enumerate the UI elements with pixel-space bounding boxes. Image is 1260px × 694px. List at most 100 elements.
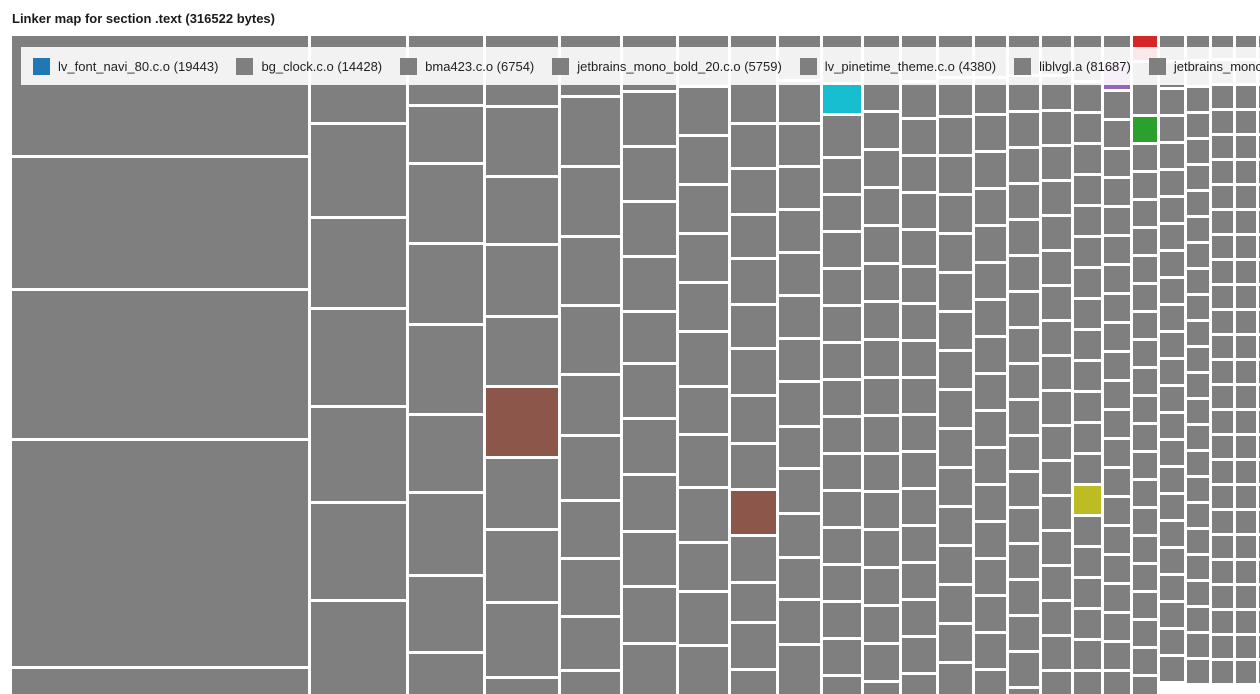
treemap-cell[interactable] [623, 588, 676, 642]
treemap-cell[interactable] [864, 151, 899, 186]
treemap-cell[interactable] [902, 416, 936, 450]
treemap-cell[interactable] [975, 227, 1006, 261]
treemap-cell[interactable] [939, 157, 972, 193]
treemap-cell[interactable] [486, 604, 558, 676]
treemap-cell[interactable] [1042, 462, 1071, 494]
treemap-cell[interactable] [902, 305, 936, 339]
treemap-cell[interactable] [1236, 386, 1256, 408]
treemap-cell[interactable] [975, 153, 1006, 187]
treemap-cell[interactable] [1187, 556, 1209, 579]
treemap-cell[interactable] [1042, 357, 1071, 389]
treemap-cell[interactable] [1236, 536, 1256, 558]
treemap-cell[interactable] [731, 624, 776, 668]
treemap-cell[interactable] [975, 375, 1006, 409]
treemap-cell[interactable] [1009, 581, 1039, 614]
treemap-cell[interactable] [1042, 567, 1071, 599]
treemap-cell[interactable] [1212, 586, 1233, 608]
treemap-cell[interactable] [939, 352, 972, 388]
treemap-cell[interactable] [779, 125, 820, 165]
treemap-cell[interactable] [1187, 348, 1209, 371]
treemap-cell[interactable] [561, 98, 620, 165]
treemap-cell[interactable] [731, 397, 776, 442]
treemap-cell[interactable] [1042, 532, 1071, 564]
treemap-cell[interactable] [623, 533, 676, 585]
treemap-cell[interactable] [1133, 285, 1157, 310]
treemap-cell[interactable] [902, 231, 936, 265]
treemap-cell[interactable] [486, 318, 558, 385]
treemap-cell[interactable] [1212, 661, 1233, 683]
treemap-cell[interactable] [1187, 192, 1209, 215]
treemap-cell[interactable] [409, 165, 483, 242]
treemap-cell[interactable] [486, 459, 558, 528]
treemap-cell[interactable] [679, 186, 728, 232]
treemap-cell[interactable] [1212, 486, 1233, 508]
treemap-cell[interactable] [1187, 244, 1209, 267]
treemap-cell[interactable] [975, 449, 1006, 483]
treemap-cell[interactable] [731, 125, 776, 167]
treemap-cell[interactable] [409, 326, 483, 413]
treemap-cell[interactable] [1236, 636, 1256, 658]
treemap-cell[interactable] [1187, 296, 1209, 319]
treemap-cell[interactable] [486, 531, 558, 601]
treemap-cell[interactable] [12, 291, 308, 438]
treemap-cell[interactable] [1074, 517, 1101, 545]
treemap-cell[interactable] [1133, 369, 1157, 394]
treemap-cell[interactable] [1187, 634, 1209, 657]
treemap-cell[interactable] [779, 515, 820, 556]
treemap-cell[interactable] [1042, 637, 1071, 669]
treemap-cell[interactable] [1074, 579, 1101, 607]
treemap-cell[interactable] [823, 344, 861, 378]
treemap-cell[interactable] [561, 168, 620, 235]
treemap-cell[interactable] [902, 675, 936, 694]
treemap-cell[interactable] [1009, 293, 1039, 326]
treemap-cell[interactable] [864, 531, 899, 566]
treemap-cell[interactable] [1236, 561, 1256, 583]
treemap-cell[interactable] [1236, 436, 1256, 458]
treemap-cell[interactable] [1212, 311, 1233, 333]
treemap-cell[interactable] [902, 490, 936, 524]
treemap-cell[interactable] [1212, 536, 1233, 558]
treemap-cell[interactable] [779, 340, 820, 380]
treemap-cell[interactable] [823, 159, 861, 193]
treemap-cell[interactable] [731, 260, 776, 303]
treemap-cell[interactable] [823, 640, 861, 674]
treemap-cell[interactable] [1104, 295, 1130, 321]
treemap-cell[interactable] [1074, 610, 1101, 638]
treemap-cell[interactable] [1236, 311, 1256, 333]
treemap-cell[interactable] [1042, 392, 1071, 424]
treemap-cell[interactable] [823, 116, 861, 156]
treemap-cell[interactable] [1187, 114, 1209, 137]
treemap-cell[interactable] [1212, 186, 1233, 208]
treemap-cell[interactable] [1212, 286, 1233, 308]
treemap-cell[interactable] [1104, 556, 1130, 582]
treemap-cell[interactable] [1187, 400, 1209, 423]
treemap-cell[interactable] [1160, 225, 1184, 249]
treemap-cell[interactable] [1042, 497, 1071, 529]
treemap-cell[interactable] [1212, 461, 1233, 483]
treemap-cell[interactable] [1133, 509, 1157, 534]
treemap-cell[interactable] [864, 379, 899, 414]
treemap-cell[interactable] [1187, 322, 1209, 345]
treemap-cell[interactable] [409, 416, 483, 491]
treemap-cell[interactable] [1212, 261, 1233, 283]
treemap-cell[interactable] [939, 430, 972, 466]
treemap-cell[interactable] [1236, 586, 1256, 608]
treemap-cell[interactable] [1009, 473, 1039, 506]
treemap-cell[interactable] [1133, 257, 1157, 282]
treemap-cell[interactable] [939, 547, 972, 583]
treemap-cell[interactable] [939, 625, 972, 661]
treemap-cell[interactable] [1074, 641, 1101, 669]
treemap-cell[interactable] [779, 254, 820, 294]
treemap-cell[interactable] [311, 408, 406, 501]
treemap-cell[interactable] [561, 307, 620, 373]
treemap-cell[interactable] [1187, 530, 1209, 553]
treemap-cell[interactable] [486, 388, 558, 456]
treemap-cell[interactable] [939, 79, 972, 115]
treemap-cell[interactable] [902, 342, 936, 376]
treemap-cell[interactable] [311, 125, 406, 216]
treemap-cell[interactable] [1212, 636, 1233, 658]
treemap-cell[interactable] [1212, 211, 1233, 233]
treemap-cell[interactable] [1187, 218, 1209, 241]
treemap-cell[interactable] [1104, 150, 1130, 176]
treemap-cell[interactable] [1212, 561, 1233, 583]
